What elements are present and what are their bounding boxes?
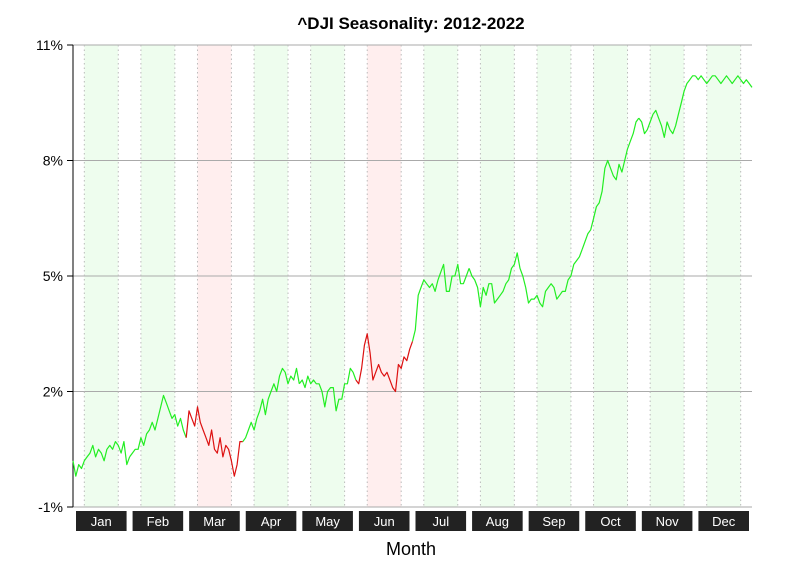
month-label-dec: Dec xyxy=(698,511,749,531)
month-label-text: Dec xyxy=(712,514,736,529)
month-label-box xyxy=(132,511,184,531)
month-label-text: Jan xyxy=(91,514,112,529)
series-segment-feb xyxy=(129,394,187,458)
month-label-text: Mar xyxy=(203,514,226,529)
month-label-jun: Jun xyxy=(358,511,410,531)
month-label-sep: Sep xyxy=(528,511,580,531)
month-label-box xyxy=(641,511,693,531)
chart-title: ^DJI Seasonality: 2012-2022 xyxy=(297,14,524,33)
series-segment-dec xyxy=(694,75,753,88)
month-label-box xyxy=(585,511,636,531)
month-label-box xyxy=(472,511,523,531)
month-label-mar: Mar xyxy=(189,511,240,531)
month-label-nov: Nov xyxy=(641,511,693,531)
series-segment-nov xyxy=(638,75,696,138)
month-label-text: Aug xyxy=(486,514,509,529)
month-label-text: Jun xyxy=(374,514,395,529)
series-segment-aug xyxy=(468,252,527,308)
month-label-text: Jul xyxy=(432,514,449,529)
y-tick-labels: -1% 2% 5% 8% 11% xyxy=(36,37,63,515)
y-tick-label: 11% xyxy=(36,37,63,53)
month-label-box xyxy=(245,511,297,531)
series-segment-sep xyxy=(525,248,583,308)
month-label-text: Nov xyxy=(656,514,680,529)
month-label-jan: Jan xyxy=(76,511,127,531)
month-label-box xyxy=(698,511,749,531)
month-label-text: Oct xyxy=(600,514,621,529)
month-label-box xyxy=(76,511,127,531)
month-label-box xyxy=(528,511,580,531)
axes xyxy=(67,44,74,508)
grid-lines xyxy=(73,44,752,508)
y-tick-label: 2% xyxy=(43,384,63,400)
month-label-may: May xyxy=(302,511,353,531)
series-segment-apr xyxy=(242,367,300,442)
y-tick-label: 8% xyxy=(43,153,63,169)
month-label-feb: Feb xyxy=(132,511,184,531)
month-separators xyxy=(83,45,742,507)
month-label-box xyxy=(189,511,240,531)
month-label-box xyxy=(302,511,353,531)
series-segment-mar xyxy=(185,406,243,477)
month-label-oct: Oct xyxy=(585,511,636,531)
series-segment-oct xyxy=(581,117,640,250)
month-label-jul: Jul xyxy=(415,511,467,531)
series-segment-jul xyxy=(411,263,470,342)
x-axis-label: Month xyxy=(386,539,436,559)
series-segment-may xyxy=(298,367,357,412)
month-label-text: May xyxy=(315,514,340,529)
month-label-apr: Apr xyxy=(245,511,297,531)
month-label-text: Apr xyxy=(261,514,282,529)
y-tick-label: 5% xyxy=(43,268,63,284)
y-tick-label: -1% xyxy=(38,499,63,515)
month-label-text: Sep xyxy=(542,514,565,529)
series-segment-jan xyxy=(72,441,131,477)
month-label-text: Feb xyxy=(147,514,169,529)
month-labels: Jan Feb Mar Apr May Jun Jul Aug Sep Oct Nov Dec xyxy=(76,511,749,531)
month-label-aug: Aug xyxy=(472,511,523,531)
series-segment-jun xyxy=(355,333,414,393)
month-label-box xyxy=(358,511,410,531)
month-label-box xyxy=(415,511,467,531)
series-line xyxy=(72,75,753,477)
